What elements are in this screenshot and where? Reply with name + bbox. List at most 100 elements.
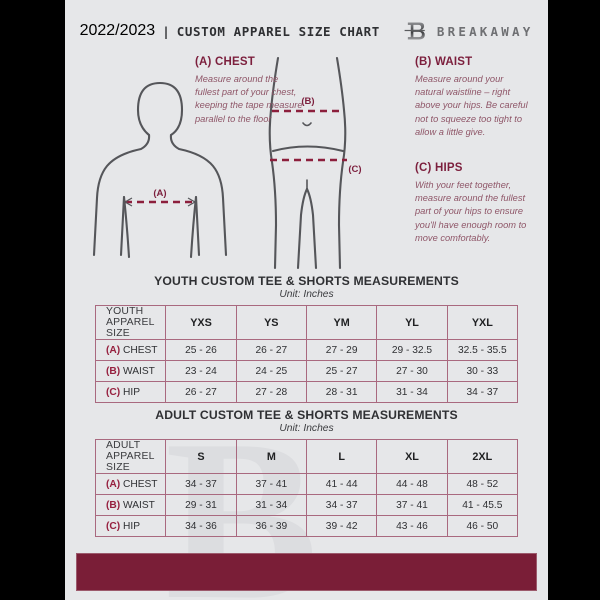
youth-chest-yxl: 32.5 - 35.5	[446, 339, 519, 361]
breakaway-b-monogram-icon	[404, 22, 425, 40]
head-outline	[136, 81, 184, 137]
adult-chest-l: 41 - 44	[305, 473, 378, 495]
callout-waist-body: Measure around your natural waistline – …	[415, 74, 528, 137]
youth-header-label: YOUTH APPAREL SIZE	[94, 305, 167, 340]
adult-waist-m: 31 - 34	[235, 494, 307, 516]
table-row: (A) CHEST 34 - 37 37 - 41 41 - 44 44 - 4…	[94, 473, 519, 495]
callout-hips: (C) HIPS With your feet together, measur…	[415, 162, 533, 245]
youth-row-waist-label: (B) WAIST	[94, 360, 167, 382]
youth-size-yxl: YXL	[446, 305, 519, 340]
hip-curve	[271, 145, 345, 153]
youth-size-ys: YS	[235, 305, 307, 340]
page-header: 2022/2023 | CUSTOM APPAREL SIZE CHART BR…	[65, 16, 548, 46]
adult-chest-xl: 44 - 48	[376, 473, 448, 495]
row-tag: (C)	[106, 520, 121, 532]
row-name: HIP	[123, 386, 140, 398]
youth-table-unit: Unit: Inches	[279, 289, 334, 300]
waist-marker-label: (B)	[301, 96, 314, 107]
chest-marker-label: (A)	[153, 188, 166, 199]
row-name: HIP	[123, 520, 140, 532]
table-row: (B) WAIST 29 - 31 31 - 34 34 - 37 37 - 4…	[94, 494, 519, 516]
adult-hip-m: 36 - 39	[235, 515, 307, 537]
adult-hip-xl: 43 - 46	[376, 515, 448, 537]
lower-left-outline	[268, 56, 280, 270]
brand-lockup: BREAKAWAY	[402, 18, 534, 44]
adult-size-xl: XL	[376, 439, 448, 474]
table-row: (C) HIP 34 - 36 36 - 39 39 - 42 43 - 46 …	[94, 515, 519, 537]
youth-size-table: YOUTH APPAREL SIZE YXS YS YM YL YXL (A) …	[94, 305, 519, 403]
adult-row-chest-label: (A) CHEST	[94, 473, 167, 495]
body-diagrams: (A) (B) (C)	[92, 56, 362, 270]
adult-size-table: ADULT APPAREL SIZE S M L XL 2XL (A) CHES…	[94, 439, 519, 537]
row-tag: (B)	[106, 499, 121, 511]
youth-waist-yl: 27 - 30	[376, 360, 448, 382]
youth-row-hip-label: (C) HIP	[94, 381, 167, 403]
adult-size-m: M	[235, 439, 307, 474]
youth-size-yxs: YXS	[165, 305, 237, 340]
youth-chest-yl: 29 - 32.5	[376, 339, 448, 361]
adult-waist-2xl: 41 - 45.5	[446, 494, 519, 516]
callout-chest-body: Measure around the fullest part of your …	[195, 74, 303, 124]
adult-waist-s: 29 - 31	[165, 494, 237, 516]
adult-chest-m: 37 - 41	[235, 473, 307, 495]
adult-table-unit: Unit: Inches	[279, 423, 334, 434]
youth-hip-ym: 28 - 31	[305, 381, 378, 403]
callout-chest: (A) CHEST Measure around the fullest par…	[195, 56, 303, 126]
callout-hips-body: With your feet together, measure around …	[415, 180, 527, 243]
youth-size-ym: YM	[305, 305, 378, 340]
youth-hip-yxs: 26 - 27	[165, 381, 237, 403]
adult-hip-l: 39 - 42	[305, 515, 378, 537]
page-title: CUSTOM APPAREL SIZE CHART	[176, 23, 380, 39]
youth-table-title: YOUTH CUSTOM TEE & SHORTS MEASUREMENTS	[154, 274, 459, 288]
table-row: (A) CHEST 25 - 26 26 - 27 27 - 29 29 - 3…	[94, 339, 519, 361]
youth-hip-yxl: 34 - 37	[446, 381, 519, 403]
adult-waist-xl: 37 - 41	[376, 494, 448, 516]
youth-waist-yxl: 30 - 33	[446, 360, 519, 382]
inner-right-leg	[305, 187, 318, 270]
right-side-body	[189, 195, 198, 259]
row-name: WAIST	[123, 365, 155, 377]
adult-size-l: L	[305, 439, 378, 474]
row-tag: (C)	[106, 386, 121, 398]
youth-size-yl: YL	[376, 305, 448, 340]
adult-size-2xl: 2XL	[446, 439, 519, 474]
inner-left-leg	[296, 187, 309, 270]
callout-waist: (B) WAIST Measure around your natural wa…	[415, 56, 533, 139]
adult-row-hip-label: (C) HIP	[94, 515, 167, 537]
season-label: 2022/2023	[79, 22, 156, 39]
adult-chest-2xl: 48 - 52	[446, 473, 519, 495]
adult-header-label: ADULT APPAREL SIZE	[94, 439, 167, 474]
row-tag: (A)	[106, 478, 121, 490]
measurement-illustrations: (A) (B) (C)	[65, 50, 548, 275]
table-header-row: YOUTH APPAREL SIZE YXS YS YM YL YXL	[94, 305, 519, 340]
right-inner-arm	[194, 195, 201, 257]
table-header-row: ADULT APPAREL SIZE S M L XL 2XL	[94, 439, 519, 474]
row-name: CHEST	[123, 478, 158, 490]
adult-size-s: S	[165, 439, 237, 474]
adult-waist-l: 34 - 37	[305, 494, 378, 516]
right-shoulder-arm	[169, 133, 228, 257]
youth-hip-ys: 27 - 28	[235, 381, 307, 403]
header-separator: |	[162, 23, 170, 39]
lower-right-outline	[335, 56, 347, 270]
callout-hips-title: (C) HIPS	[415, 162, 463, 174]
adult-hip-s: 34 - 36	[165, 515, 237, 537]
brand-name: BREAKAWAY	[436, 23, 534, 39]
size-chart-page: B 2022/2023 | CUSTOM APPAREL SIZE CHART …	[65, 0, 548, 600]
callout-chest-title: (A) CHEST	[195, 56, 255, 68]
left-shoulder-arm	[92, 133, 151, 257]
table-row: (B) WAIST 23 - 24 24 - 25 25 - 27 27 - 3…	[94, 360, 519, 382]
left-side-body	[122, 195, 131, 259]
left-inner-arm	[119, 195, 126, 257]
youth-hip-yl: 31 - 34	[376, 381, 448, 403]
adult-row-waist-label: (B) WAIST	[94, 494, 167, 516]
youth-row-chest-label: (A) CHEST	[94, 339, 167, 361]
youth-chest-yxs: 25 - 26	[165, 339, 237, 361]
navel	[302, 122, 312, 127]
row-tag: (B)	[106, 365, 121, 377]
footer-bar	[76, 553, 537, 591]
row-name: CHEST	[123, 344, 158, 356]
youth-waist-ym: 25 - 27	[305, 360, 378, 382]
adult-hip-2xl: 46 - 50	[446, 515, 519, 537]
table-row: (C) HIP 26 - 27 27 - 28 28 - 31 31 - 34 …	[94, 381, 519, 403]
